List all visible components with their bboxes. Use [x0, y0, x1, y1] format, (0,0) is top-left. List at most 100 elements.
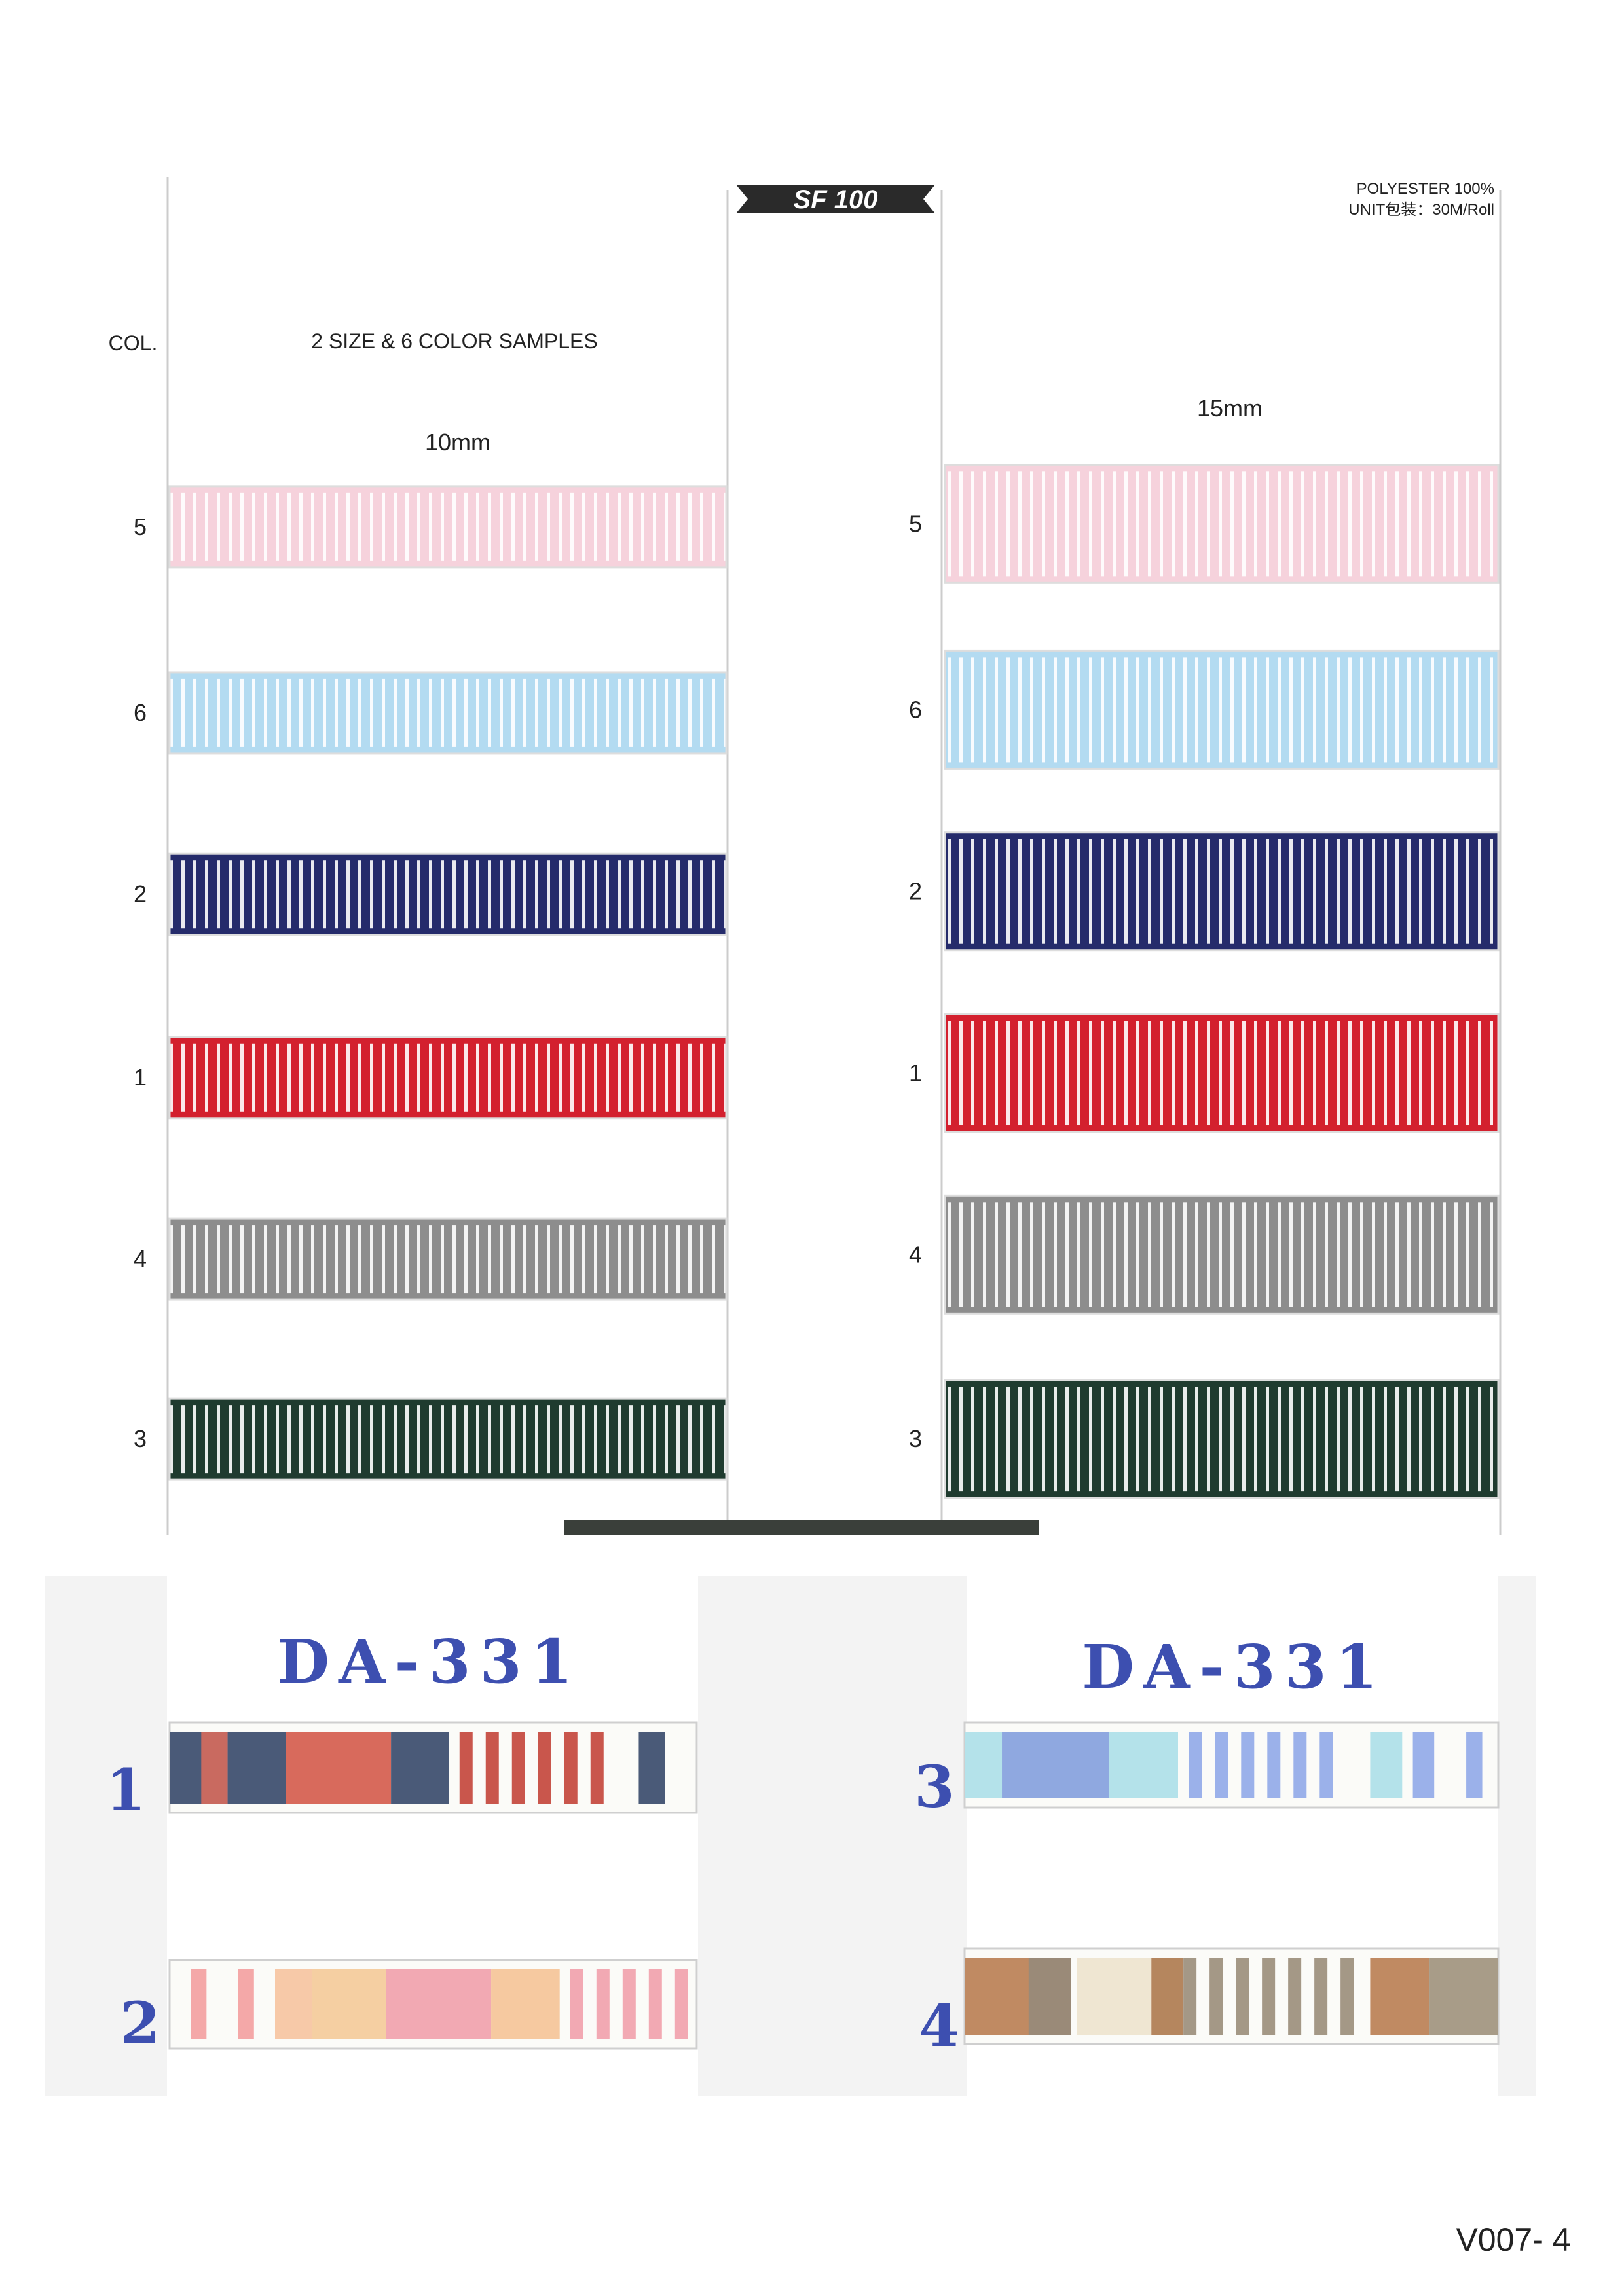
sample-number: 4 — [919, 1992, 959, 2060]
ribbon-stripe — [1262, 1958, 1276, 2035]
ribbon-stripe — [538, 1732, 551, 1804]
ribbon-edge — [168, 485, 728, 569]
ribbon-edge — [944, 831, 1500, 952]
ribbon-stripes — [945, 839, 1498, 944]
ribbon-edge — [168, 1036, 728, 1120]
ribbon-stripes — [170, 1043, 726, 1112]
ribbon-stripe — [596, 1969, 610, 2039]
sample-number: 2 — [120, 1989, 160, 2057]
ribbon-block — [1412, 1732, 1435, 1798]
ribbon-edge — [944, 464, 1500, 584]
color-code: 4 — [134, 1245, 147, 1272]
ribbon-stripe — [674, 1969, 688, 2039]
color-code: 5 — [134, 513, 147, 540]
color-code: 3 — [134, 1425, 147, 1452]
ribbon-stripes — [945, 1021, 1498, 1126]
ribbon-edge — [168, 1397, 728, 1481]
ribbon-block — [1370, 1958, 1430, 2035]
ribbon-stripe — [570, 1969, 583, 2039]
ribbon-block — [1370, 1732, 1403, 1798]
size-label: 15mm — [1197, 395, 1263, 422]
ribbon-stripe — [459, 1732, 473, 1804]
ribbon-stripe — [1288, 1958, 1302, 2035]
ribbon-block — [312, 1969, 386, 2039]
ribbon-stripe — [622, 1969, 636, 2039]
panel-title: DA-331 — [277, 1626, 581, 1697]
ribbon-stripe — [1189, 1732, 1202, 1798]
ribbon-edge — [944, 1379, 1500, 1499]
color-code: 2 — [134, 881, 147, 907]
material: POLYESTER 100% — [1357, 180, 1494, 198]
ribbon-block — [238, 1969, 254, 2039]
ribbon-edge — [168, 1217, 728, 1301]
ribbon-block — [201, 1732, 228, 1804]
ribbon-block — [275, 1969, 312, 2039]
ribbon-block — [1002, 1732, 1109, 1798]
scan-bar — [564, 1520, 1039, 1535]
ribbon-stripe — [1314, 1958, 1328, 2035]
ribbon-block — [638, 1732, 665, 1804]
ribbon-stripes — [170, 1405, 726, 1474]
ribbon-stripes — [170, 860, 726, 929]
ribbon-stripe — [1236, 1958, 1249, 2035]
ribbon-block — [1109, 1732, 1178, 1798]
col-label: COL. — [109, 331, 158, 355]
ribbon-stripes — [945, 471, 1498, 577]
unit: UNIT包装：30M/Roll — [1348, 201, 1494, 219]
color-code: 6 — [134, 699, 147, 726]
samples-label: 2 SIZE & 6 COLOR SAMPLES — [311, 329, 597, 353]
ribbon-block — [386, 1969, 492, 2039]
ribbon-stripes — [945, 657, 1498, 763]
color-code: 1 — [909, 1059, 922, 1086]
ribbon-block — [1466, 1732, 1483, 1798]
ribbon-stripes — [170, 492, 726, 561]
ribbon-block — [1028, 1958, 1071, 2035]
ribbon-block — [491, 1969, 560, 2039]
ribbon-block — [1077, 1958, 1152, 2035]
ribbon-stripe — [485, 1732, 499, 1804]
sample-number: 3 — [914, 1753, 954, 1821]
ribbon-stripes — [945, 1202, 1498, 1307]
ribbon-edge — [944, 1013, 1500, 1133]
ribbon-block — [227, 1732, 286, 1804]
ribbon-stripe — [1320, 1732, 1333, 1798]
ribbon-edge — [168, 671, 728, 755]
color-code: 4 — [909, 1241, 922, 1267]
color-code: 2 — [909, 878, 922, 905]
ribbon-stripe — [1241, 1732, 1255, 1798]
ribbon-edge — [944, 649, 1500, 770]
ribbon-stripe — [1209, 1958, 1223, 2035]
ribbon-block — [391, 1732, 449, 1804]
ribbon-block — [1429, 1958, 1498, 2035]
ribbon-stripe — [1267, 1732, 1281, 1798]
ribbon-stripes — [170, 678, 726, 747]
color-code: 5 — [909, 510, 922, 537]
page-footer: V007- 4 — [1456, 2221, 1570, 2258]
ribbon-edge — [944, 1194, 1500, 1315]
ribbon-block — [191, 1969, 207, 2039]
ribbon-stripe — [1215, 1732, 1228, 1798]
ribbon-stripes — [170, 1225, 726, 1294]
ribbon-stripes — [945, 1387, 1498, 1492]
ribbon-block — [286, 1732, 392, 1804]
ribbon-stripe — [1183, 1958, 1197, 2035]
size-label: 10mm — [425, 429, 490, 456]
color-code: 6 — [909, 696, 922, 723]
ribbon-stripe — [1293, 1732, 1307, 1798]
color-code: 1 — [134, 1064, 147, 1091]
ribbon-stripe — [1340, 1958, 1354, 2035]
code-banner — [736, 185, 935, 213]
ribbon-block — [965, 1732, 1008, 1798]
ribbon-edge — [168, 852, 728, 936]
ribbon-stripe — [511, 1732, 525, 1804]
product-code: SF 100 — [794, 185, 878, 214]
ribbon-stripe — [590, 1732, 604, 1804]
panel-title: DA-331 — [1082, 1631, 1386, 1702]
ribbon-stripe — [564, 1732, 578, 1804]
ribbon-block — [1151, 1958, 1184, 2035]
ribbon-stripe — [648, 1969, 662, 2039]
color-code: 3 — [909, 1425, 922, 1452]
sample-number: 1 — [105, 1756, 145, 1824]
